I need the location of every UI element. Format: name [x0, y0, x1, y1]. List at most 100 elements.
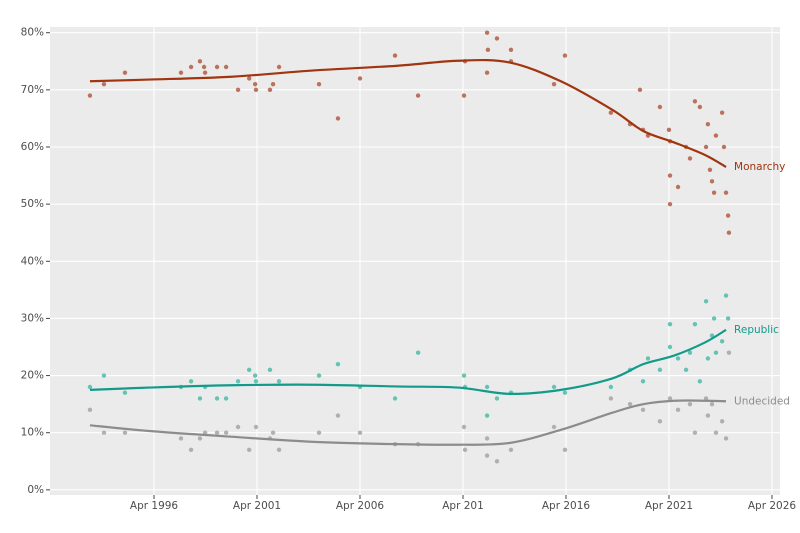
- y-tick-label: 0%: [27, 484, 44, 496]
- y-tick-label: 40%: [21, 255, 44, 267]
- trend-line: [89, 58, 727, 168]
- x-tick-label: Apr 201: [442, 500, 484, 512]
- data-point: [683, 367, 689, 373]
- data-point: [461, 373, 467, 378]
- data-point: [415, 93, 421, 98]
- data-point: [101, 373, 107, 378]
- data-point: [202, 70, 208, 75]
- data-point: [608, 384, 614, 390]
- y-tick-label: 80%: [21, 27, 44, 39]
- data-point: [608, 396, 614, 401]
- data-point: [723, 436, 729, 441]
- data-point: [551, 81, 557, 87]
- data-point: [667, 201, 673, 207]
- data-point: [246, 76, 252, 81]
- data-point: [253, 87, 259, 93]
- data-point: [692, 99, 698, 104]
- data-point: [723, 190, 729, 195]
- data-point: [667, 173, 673, 178]
- data-point: [713, 133, 719, 138]
- data-point: [235, 424, 241, 430]
- data-point: [667, 321, 673, 327]
- data-point: [316, 373, 322, 378]
- data-point: [316, 81, 322, 87]
- data-point: [484, 384, 490, 390]
- data-point: [645, 356, 651, 361]
- data-point: [703, 299, 709, 304]
- data-point: [666, 127, 672, 133]
- data-point: [462, 447, 468, 453]
- y-tick-label: 60%: [21, 141, 44, 153]
- data-point: [657, 419, 663, 424]
- data-point: [667, 344, 673, 350]
- data-point: [667, 396, 673, 401]
- x-tick-label: Apr 2026: [748, 500, 797, 512]
- data-point: [276, 447, 282, 453]
- data-point: [178, 70, 184, 75]
- data-point: [494, 36, 500, 41]
- data-point: [562, 447, 568, 453]
- data-point: [713, 430, 719, 435]
- data-point: [726, 230, 732, 235]
- data-point: [675, 407, 681, 413]
- data-point: [122, 70, 128, 75]
- series-label: Monarchy: [734, 161, 785, 173]
- data-point: [223, 430, 229, 435]
- data-point: [214, 64, 220, 70]
- data-point: [725, 316, 731, 321]
- data-point: [705, 121, 711, 127]
- data-point: [392, 53, 398, 58]
- data-point: [484, 70, 490, 75]
- data-point: [270, 430, 276, 435]
- y-tick-label: 70%: [21, 84, 44, 96]
- data-point: [562, 390, 568, 395]
- data-point: [188, 379, 194, 384]
- data-point: [640, 379, 646, 384]
- data-point: [246, 367, 252, 373]
- data-point: [253, 424, 259, 430]
- data-point: [675, 184, 681, 190]
- data-point: [713, 350, 719, 355]
- data-point: [357, 76, 363, 81]
- data-point: [178, 436, 184, 441]
- data-point: [122, 390, 128, 395]
- data-point: [711, 316, 717, 321]
- data-point: [640, 407, 646, 413]
- data-point: [608, 110, 614, 115]
- data-point: [627, 401, 633, 407]
- data-point: [709, 401, 715, 407]
- data-point: [214, 396, 220, 401]
- data-point: [494, 396, 500, 401]
- data-point: [253, 379, 259, 384]
- data-point: [721, 144, 727, 150]
- series-label: Undecided: [734, 395, 790, 407]
- data-point: [707, 167, 713, 173]
- data-point: [197, 396, 203, 401]
- data-point: [484, 453, 490, 458]
- data-point: [709, 179, 715, 184]
- data-point: [697, 379, 703, 384]
- data-point: [726, 350, 732, 355]
- data-point: [719, 110, 725, 115]
- data-point: [637, 87, 643, 93]
- data-point: [197, 436, 203, 441]
- data-point: [723, 293, 729, 298]
- data-point: [122, 430, 128, 435]
- data-point: [201, 64, 207, 70]
- data-point: [508, 47, 514, 53]
- data-point: [657, 104, 663, 110]
- data-point: [657, 367, 663, 373]
- data-point: [562, 53, 568, 58]
- y-tick-label: 50%: [21, 198, 44, 210]
- data-point: [692, 321, 698, 327]
- y-tick-label: 30%: [21, 312, 44, 324]
- data-point: [485, 47, 491, 53]
- data-point: [719, 339, 725, 344]
- data-point: [551, 384, 557, 390]
- trend-line: [89, 328, 727, 395]
- y-tick-label: 10%: [21, 427, 44, 439]
- data-point: [270, 81, 276, 87]
- data-point: [703, 396, 709, 401]
- data-point: [494, 459, 500, 464]
- data-point: [335, 361, 341, 367]
